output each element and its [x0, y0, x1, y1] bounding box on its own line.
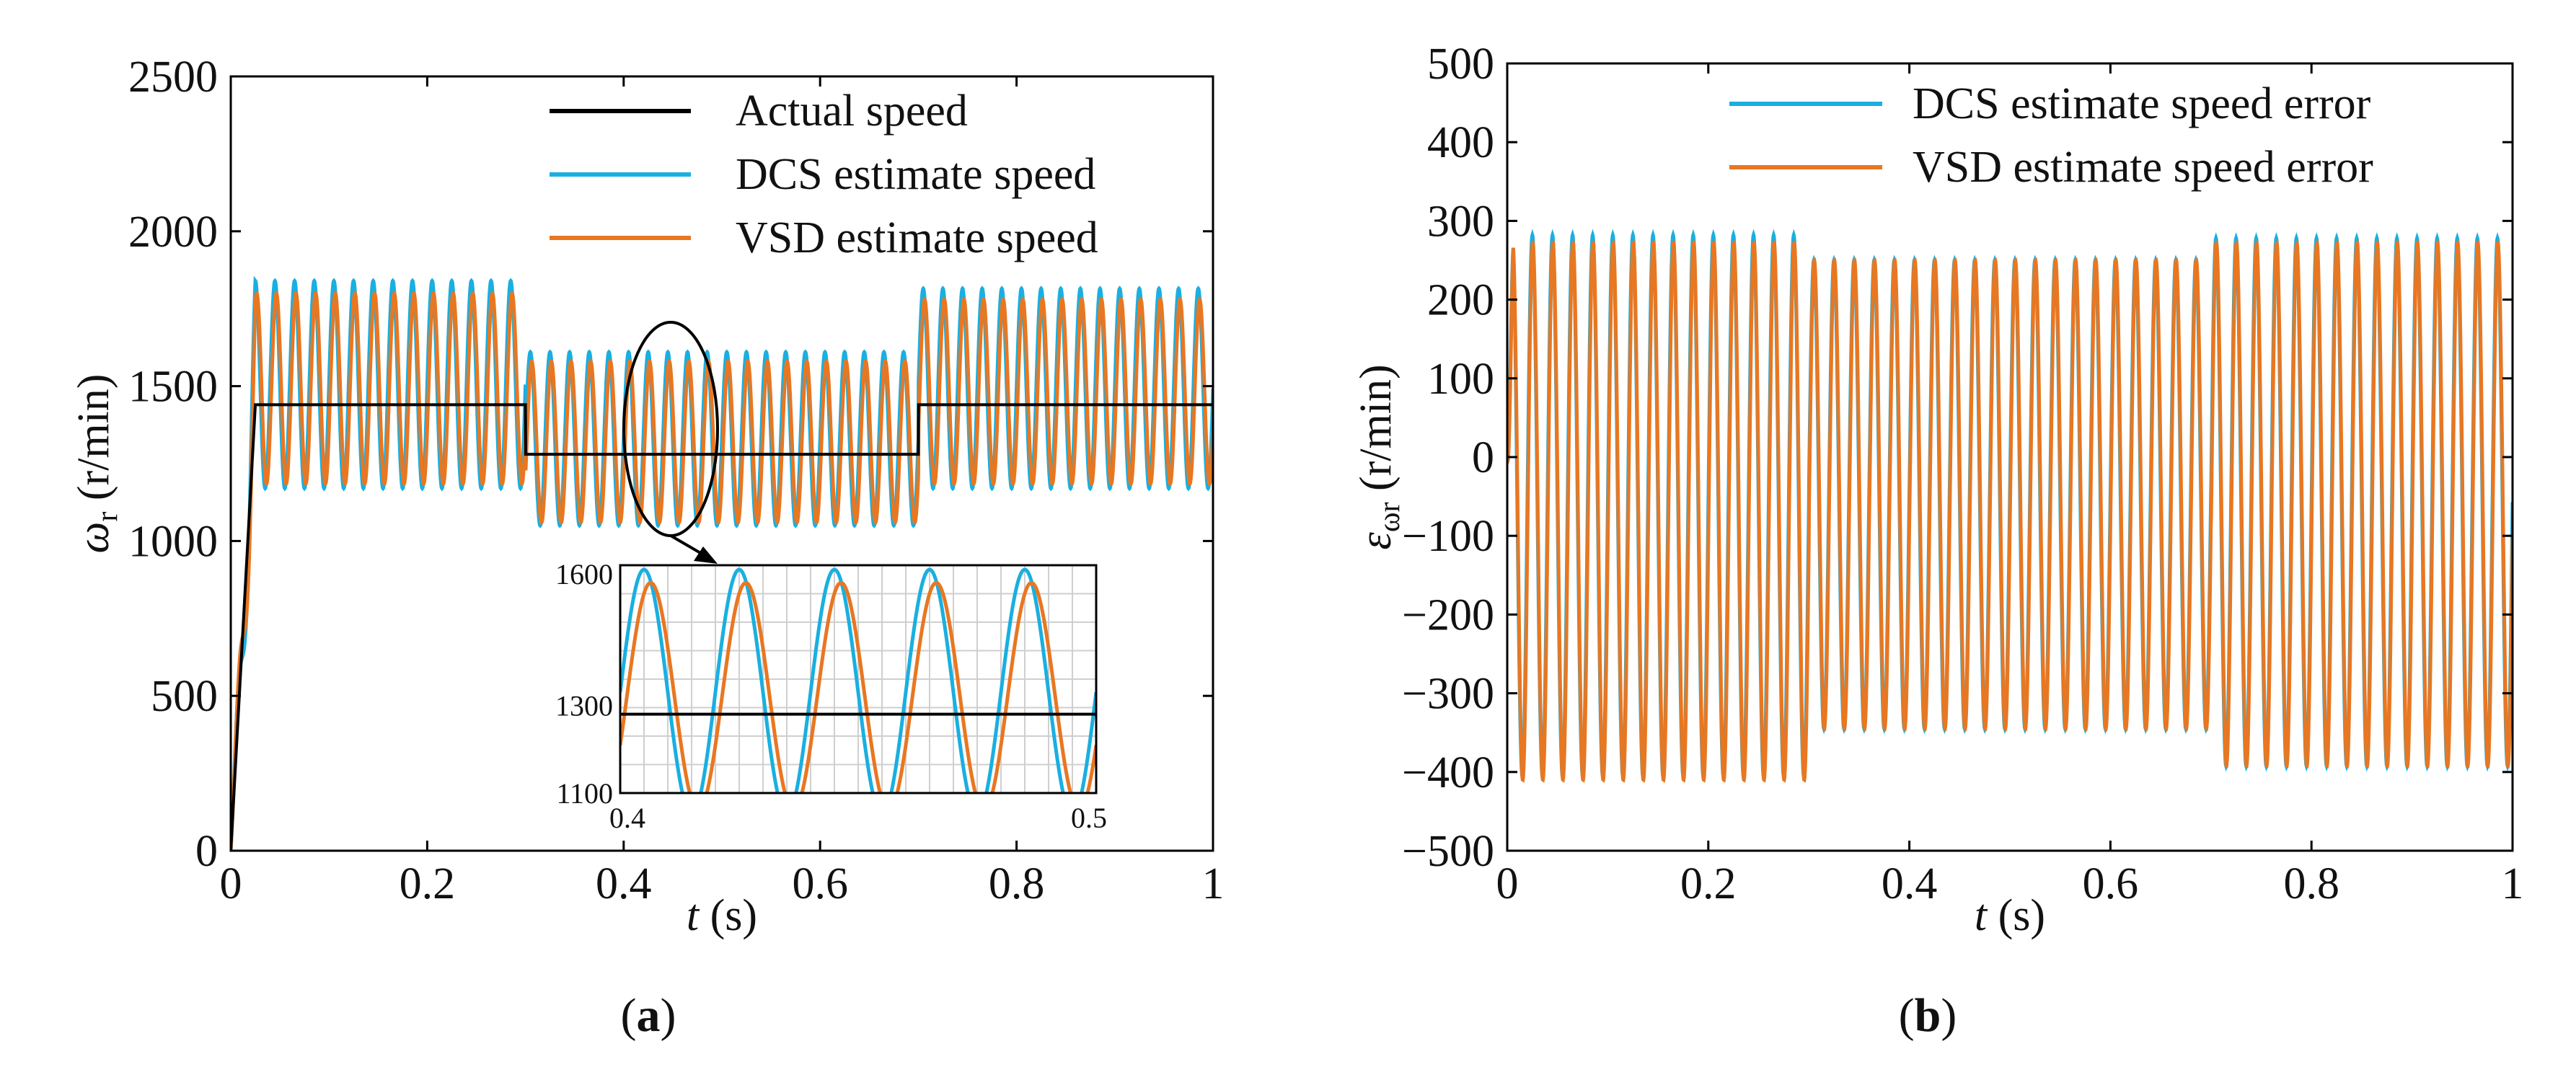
panel-b-legend: DCS estimate speed error VSD estimate spe… — [1729, 79, 2373, 192]
panel-a-legend-label: DCS estimate speed — [736, 150, 1095, 199]
panel-a-ylabel-var: ω — [69, 522, 118, 554]
panel-b-caption-close: ) — [1941, 989, 1957, 1042]
panel-b-plot-area — [1507, 229, 2513, 783]
panel-b-series-vsd-estimate-speed-error — [1507, 239, 2513, 783]
panel-b-caption-letter: b — [1915, 989, 1941, 1042]
panel-a-caption-close: ) — [661, 989, 676, 1042]
panel-a-ylabel-sub: r — [91, 512, 124, 522]
panel-a-legend-label: Actual speed — [736, 87, 968, 136]
panel-b-ytick-label: 400 — [1427, 118, 1494, 167]
panel-a-xtick-label: 0.4 — [596, 859, 652, 908]
panel-a-ylabel: ωr (r/min) — [69, 374, 124, 554]
panel-a-caption: (a) — [621, 989, 676, 1042]
panel-a-ytick-label: 0 — [195, 827, 218, 876]
inset-ytick-label: 1100 — [556, 777, 613, 810]
panel-b-xtick-label: 0 — [1496, 859, 1519, 908]
panel-b-caption: (b) — [1899, 989, 1957, 1042]
panel-a-axes-frame — [229, 75, 1214, 852]
panel-a-ytick-label: 500 — [151, 672, 218, 721]
panel-b-xtick-label: 0.4 — [1882, 859, 1938, 908]
panel-b-xlabel-var: t — [1975, 891, 1988, 940]
inset-series-vsd-estimate-speed — [620, 580, 1096, 793]
panel-b-xlabel: t (s) — [1975, 891, 2045, 940]
panel-b-ytick-label: −100 — [1402, 512, 1494, 561]
panel-a-legend-label: VSD estimate speed — [736, 213, 1098, 262]
panel-a-caption-open: ( — [621, 989, 637, 1042]
inset-series-dcs-estimate-speed — [620, 567, 1096, 793]
inset-ytick-label: 1300 — [555, 689, 613, 722]
panel-b-xtick-label: 0.8 — [2283, 859, 2339, 908]
panel-a-xlabel: t (s) — [687, 891, 757, 940]
panel-a-series-vsd-estimate-speed — [231, 291, 1213, 851]
panel-b-legend-label: VSD estimate speed error — [1913, 143, 2373, 192]
panel-a-xtick-label: 0 — [220, 859, 242, 908]
panel-b-ylabel-unit: (r/min) — [1351, 364, 1401, 502]
panel-b-ytick-label: 500 — [1427, 40, 1494, 89]
panel-b-ylabel-var: ε — [1351, 532, 1401, 550]
panel-b-ytick-label: 0 — [1472, 433, 1494, 482]
panel-a-xtick-label: 0.2 — [400, 859, 456, 908]
panel-b-ytick-label: 200 — [1427, 276, 1494, 325]
panel-b-ylabel: εωr (r/min) — [1351, 364, 1406, 549]
panel-b-xlabel-unit: (s) — [1987, 891, 2045, 940]
panel-b-xtick-label: 1 — [2502, 859, 2524, 908]
inset-ytick-label: 1600 — [555, 558, 613, 590]
zoom-arrowhead — [694, 546, 718, 564]
panel-b-chart: 0 0.2 0.4 0.6 0.8 1 −500 −400 −300 −200 −100 0 100 20… — [1351, 40, 2524, 1042]
panel-b-xtick-label: 0.2 — [1680, 859, 1737, 908]
panel-b-ylabel-sub: ωr — [1373, 502, 1406, 533]
panel-a-xlabel-var: t — [687, 891, 700, 940]
panel-b-caption-open: ( — [1899, 989, 1915, 1042]
panel-a-chart: 0 0.2 0.4 0.6 0.8 1 0 500 1000 1500 2000 2500 Actua… — [69, 53, 1225, 1042]
panel-a-ytick-label: 2000 — [128, 208, 218, 257]
panel-b-ytick-label: −500 — [1402, 827, 1494, 876]
panel-b-ytick-label: −400 — [1402, 748, 1494, 797]
panel-a-plot-area — [231, 275, 1213, 851]
panel-a-series-actual-speed — [231, 403, 1213, 851]
panel-a-legend: Actual speed DCS estimate speed VSD estima… — [550, 87, 1098, 262]
panel-a-ylabel-unit: (r/min) — [69, 374, 118, 512]
panel-b-legend-label: DCS estimate speed error — [1913, 79, 2371, 128]
panel-a-xtick-label: 1 — [1202, 859, 1225, 908]
panel-a-ytick-label: 1000 — [128, 517, 218, 566]
inset-xtick-label: 0.4 — [609, 802, 645, 834]
panel-b-ytick-label: 100 — [1427, 355, 1494, 404]
inset-frame — [619, 564, 1098, 794]
panel-a-xtick-label: 0.8 — [989, 859, 1045, 908]
panel-a-ticks: 0 0.2 0.4 0.6 0.8 1 0 500 1000 1500 2000 2500 — [128, 53, 1225, 908]
panel-b-ytick-label: 300 — [1427, 197, 1494, 246]
panel-a-xlabel-unit: (s) — [699, 891, 757, 940]
panel-a-ytick-label: 2500 — [128, 53, 218, 102]
panel-b-ticks: 0 0.2 0.4 0.6 0.8 1 −500 −400 −300 −200 −100 0 100 20… — [1402, 40, 2523, 908]
panel-a-caption-letter: a — [637, 989, 661, 1042]
inset-xtick-label: 0.5 — [1071, 802, 1107, 834]
panel-a-inset: 1100 1300 1600 0.4 0.5 — [555, 558, 1107, 834]
panel-b-ytick-label: −300 — [1402, 670, 1494, 719]
panel-b-ytick-label: −200 — [1402, 590, 1494, 639]
panel-a-ytick-label: 1500 — [128, 363, 218, 412]
panel-b-xtick-label: 0.6 — [2083, 859, 2139, 908]
panel-a-xtick-label: 0.6 — [792, 859, 848, 908]
